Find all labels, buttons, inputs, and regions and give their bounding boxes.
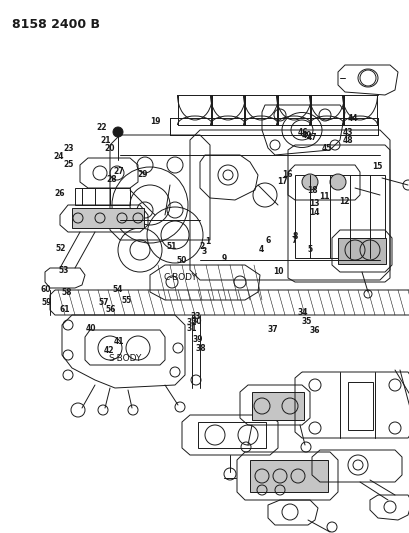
Text: 44: 44 [347, 114, 358, 123]
Text: 36: 36 [309, 326, 319, 335]
Text: 29: 29 [137, 171, 148, 179]
Bar [198, 422, 265, 448]
Text: 51: 51 [166, 243, 176, 251]
Text: 50: 50 [176, 256, 187, 264]
Text: 23: 23 [63, 144, 74, 152]
Text: 4: 4 [258, 245, 263, 254]
Text: 19: 19 [150, 117, 161, 126]
Text: 24: 24 [53, 152, 64, 160]
Text: S-BODY: S-BODY [108, 354, 142, 363]
Text: 18: 18 [307, 187, 317, 195]
Text: 42: 42 [103, 346, 114, 355]
Text: 39: 39 [192, 335, 202, 344]
Text: 25: 25 [63, 160, 74, 168]
Text: 58: 58 [61, 288, 72, 296]
Text: 48: 48 [342, 136, 352, 144]
Text: 52: 52 [55, 245, 66, 253]
Text: 27: 27 [113, 167, 124, 176]
Text: 61: 61 [59, 305, 70, 313]
Text: 3: 3 [201, 247, 206, 256]
Text: 33: 33 [190, 312, 201, 320]
Circle shape [113, 127, 123, 137]
Bar [249, 460, 327, 492]
Text: 22: 22 [96, 124, 107, 132]
Text: 16: 16 [281, 171, 292, 179]
Text: 31: 31 [186, 325, 196, 333]
Text: 7: 7 [291, 237, 297, 245]
Text: 47: 47 [306, 133, 317, 142]
Text: 28: 28 [106, 175, 117, 184]
Bar [252, 392, 303, 420]
Text: 26: 26 [54, 189, 65, 198]
Text: 1: 1 [205, 237, 210, 246]
Text: 35: 35 [301, 317, 311, 326]
Bar [347, 382, 372, 430]
Text: 6: 6 [265, 237, 270, 245]
Bar [72, 208, 144, 228]
Text: 38: 38 [195, 344, 206, 352]
Text: 14: 14 [309, 208, 319, 216]
Text: 55: 55 [121, 296, 131, 304]
Text: 9: 9 [222, 254, 227, 263]
Text: 59: 59 [42, 298, 52, 307]
Text: 40: 40 [85, 325, 96, 333]
Text: 57: 57 [98, 298, 108, 307]
Text: 15: 15 [371, 163, 382, 171]
Text: 10: 10 [273, 268, 283, 276]
Text: 60: 60 [40, 285, 51, 294]
Text: 41: 41 [113, 337, 124, 345]
Text: 8: 8 [292, 232, 297, 240]
Circle shape [301, 174, 317, 190]
Bar [337, 238, 385, 264]
Text: 54: 54 [112, 285, 123, 294]
Text: C-BODY: C-BODY [163, 273, 197, 281]
Text: 20: 20 [104, 144, 115, 152]
Text: 32: 32 [186, 318, 197, 327]
Text: 56: 56 [105, 305, 116, 313]
Text: 8158 2400 B: 8158 2400 B [12, 18, 100, 31]
Text: 2: 2 [199, 242, 204, 251]
Text: 53: 53 [58, 266, 69, 274]
Text: 43: 43 [342, 128, 352, 136]
Text: 37: 37 [267, 325, 277, 334]
Text: 11: 11 [319, 192, 329, 200]
Text: 5: 5 [306, 245, 311, 254]
Text: 12: 12 [338, 197, 349, 206]
Text: 34: 34 [297, 309, 307, 317]
Text: 21: 21 [100, 136, 111, 144]
Text: 45: 45 [321, 144, 332, 152]
Text: 46: 46 [297, 128, 307, 136]
Text: 13: 13 [309, 199, 319, 208]
Text: 30: 30 [191, 317, 202, 326]
Text: 49: 49 [301, 132, 311, 140]
Text: 17: 17 [277, 177, 288, 185]
Circle shape [329, 174, 345, 190]
